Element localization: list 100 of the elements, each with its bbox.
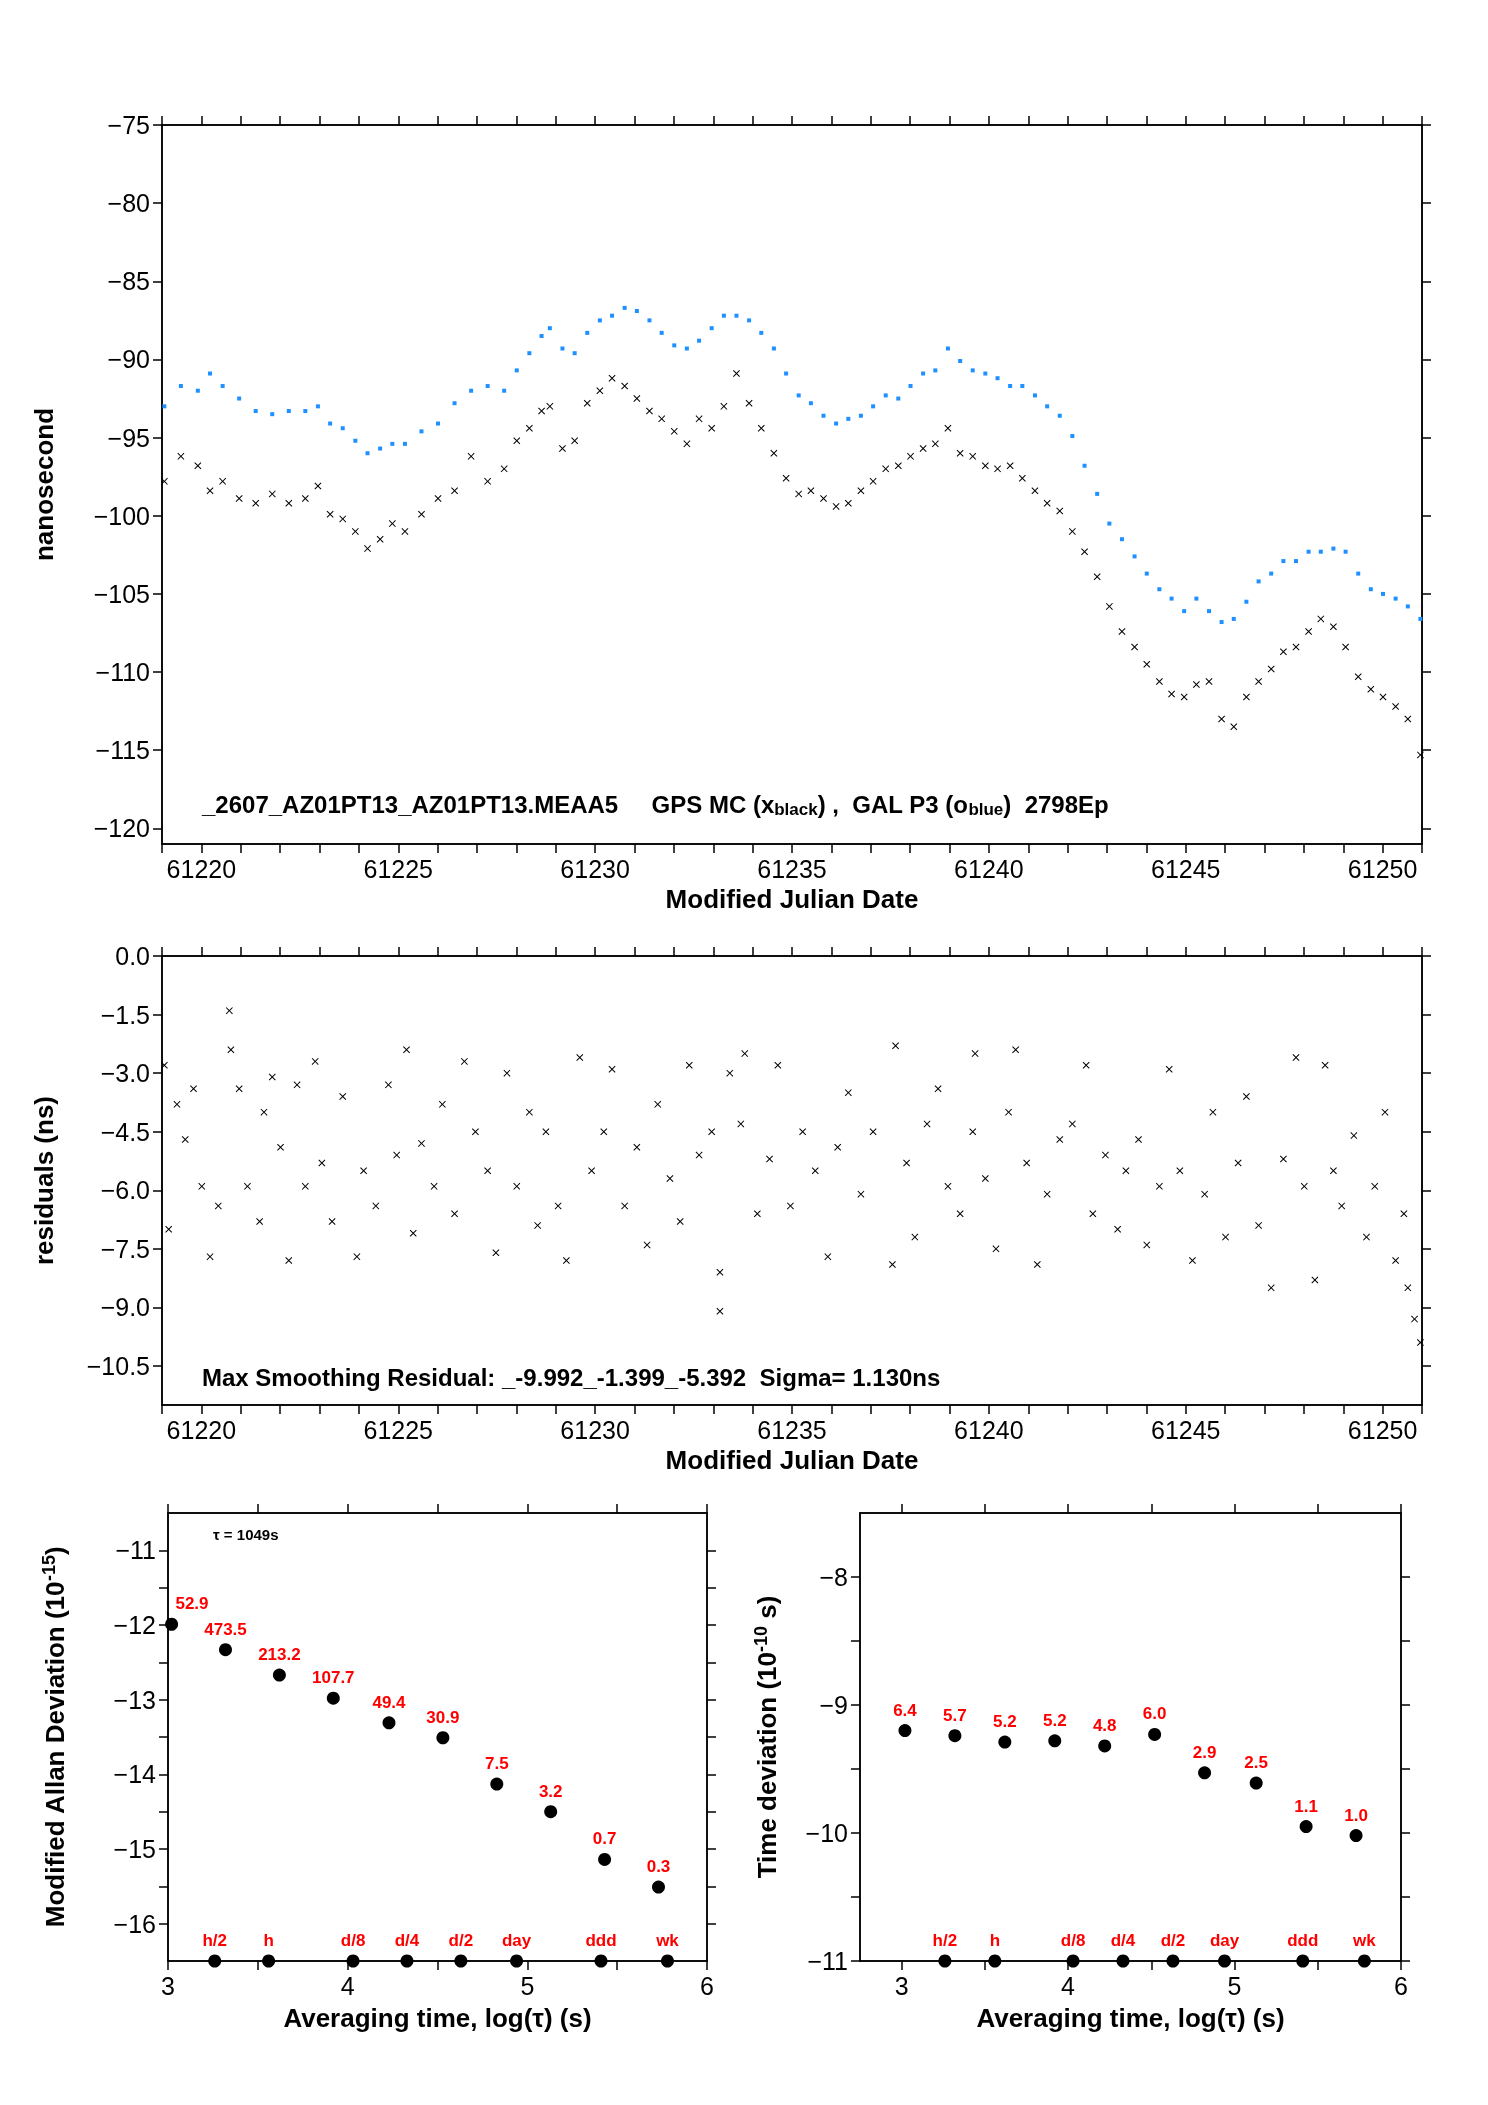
y-tick-label: −95 <box>107 423 150 452</box>
annotation: 30.9 <box>426 1707 460 1727</box>
point <box>1166 1954 1180 1968</box>
point <box>998 1735 1012 1749</box>
y-tick-label: −12 <box>113 1611 156 1639</box>
y-tick-label: −8 <box>819 1563 848 1591</box>
point <box>454 1954 468 1968</box>
y-tick-label: −11 <box>807 1947 848 1975</box>
y-tick-label: −9 <box>819 1691 848 1719</box>
annotation: wk <box>655 1931 680 1950</box>
y-axis-title: Modified Allan Deviation (10-15) <box>39 1546 70 1928</box>
point <box>938 1954 952 1968</box>
annotation: ddd <box>1287 1931 1319 1950</box>
annotation: ddd <box>585 1931 617 1950</box>
annotation: day <box>1209 1931 1240 1950</box>
x-tick-label: 61230 <box>560 854 630 883</box>
x-axis-title: Modified Julian Date <box>665 1444 919 1475</box>
point <box>1357 1954 1371 1968</box>
point <box>544 1805 558 1819</box>
point <box>1299 1820 1313 1834</box>
point <box>948 1729 962 1743</box>
y-tick-label: −100 <box>93 501 150 530</box>
x-tick-label: 3 <box>894 1971 909 2000</box>
point <box>1048 1734 1062 1748</box>
point <box>1198 1766 1212 1780</box>
annotation: 2.5 <box>1244 1753 1268 1773</box>
x-tick-label: 6 <box>1394 1971 1408 2000</box>
annotation: 7.5 <box>484 1754 509 1774</box>
point <box>1116 1954 1130 1968</box>
annotation: 5.2 <box>993 1712 1017 1732</box>
x-tick-label: 61235 <box>757 854 827 883</box>
annotation: 4.8 <box>1092 1715 1117 1735</box>
y-tick-label: −7.5 <box>100 1234 150 1263</box>
x-tick-label: 61245 <box>1150 1415 1221 1444</box>
annotation: 6.0 <box>1142 1704 1167 1724</box>
annotation: wk <box>1352 1931 1377 1950</box>
annotation: h <box>263 1931 274 1950</box>
y-tick-label: −115 <box>95 736 150 765</box>
annotation: h <box>989 1931 1001 1950</box>
x-tick-label: 61235 <box>757 1415 827 1444</box>
x-tick-label: 61250 <box>1347 1415 1418 1444</box>
annotation: d/4 <box>1110 1931 1136 1950</box>
point <box>660 1954 674 1968</box>
y-tick-label: −75 <box>107 111 150 139</box>
y-axis-title: residuals (ns) <box>29 1095 59 1266</box>
y-tick-label: −4.5 <box>100 1117 150 1146</box>
annotation: d/2 <box>1160 1931 1186 1950</box>
y-tick-label: −120 <box>93 814 150 843</box>
x-tick-label: 5 <box>1227 1971 1242 2000</box>
y-axis-title: nanosecond <box>29 407 59 562</box>
annotation: 0.7 <box>592 1829 617 1849</box>
x-tick-label: 4 <box>1061 1971 1076 2000</box>
point <box>490 1777 504 1791</box>
point <box>219 1643 232 1657</box>
annotation: h/2 <box>202 1931 227 1950</box>
point <box>436 1731 450 1745</box>
point <box>400 1954 414 1968</box>
x-axis-title: Averaging time, log(τ) (s) <box>283 2003 592 2033</box>
y-tick-label: −85 <box>107 267 150 296</box>
annotation: d/2 <box>448 1931 474 1950</box>
y-tick-label: −110 <box>95 658 150 687</box>
point <box>1296 1954 1310 1968</box>
annotation: day <box>501 1931 532 1950</box>
annotation: d/8 <box>1060 1931 1086 1950</box>
point <box>208 1954 222 1968</box>
y-tick-label: −15 <box>113 1835 156 1863</box>
annotation: h/2 <box>932 1931 958 1950</box>
point <box>1249 1776 1263 1790</box>
point <box>272 1668 286 1682</box>
x-axis-title: Modified Julian Date <box>665 883 919 914</box>
point <box>652 1880 665 1894</box>
y-tick-label: 0.0 <box>115 942 150 970</box>
x-tick-label: 3 <box>161 1971 175 2000</box>
point <box>594 1954 608 1968</box>
y-tick-label: −10 <box>805 1819 848 1847</box>
point <box>898 1724 912 1738</box>
y-tick-label: −3.0 <box>100 1059 150 1088</box>
annotation: d/8 <box>340 1931 366 1950</box>
y-tick-label: −105 <box>93 579 150 608</box>
x-tick-label: 61230 <box>560 1415 630 1444</box>
point <box>1218 1954 1232 1968</box>
point <box>1349 1829 1363 1843</box>
annotation: 0.3 <box>646 1857 671 1877</box>
point <box>510 1954 524 1968</box>
point <box>165 1617 179 1631</box>
y-tick-label: −16 <box>113 1909 156 1938</box>
annotation: 5.2 <box>1042 1710 1067 1730</box>
annotation: 213.2 <box>258 1645 301 1665</box>
y-tick-label: −13 <box>113 1685 156 1714</box>
y-axis-title: Time deviation (10-10 s) <box>751 1595 782 1879</box>
point <box>326 1691 340 1705</box>
point <box>1148 1727 1162 1741</box>
annotation: 49.4 <box>372 1692 407 1712</box>
x-tick-label: 61250 <box>1347 854 1418 883</box>
point <box>346 1954 360 1968</box>
x-tick-label: 61225 <box>363 854 434 883</box>
x-tick-label: 6 <box>700 1971 714 2000</box>
y-tick-label: −14 <box>113 1760 157 1789</box>
x-tick-label: 61240 <box>954 1415 1024 1444</box>
annotation: d/4 <box>394 1931 420 1950</box>
